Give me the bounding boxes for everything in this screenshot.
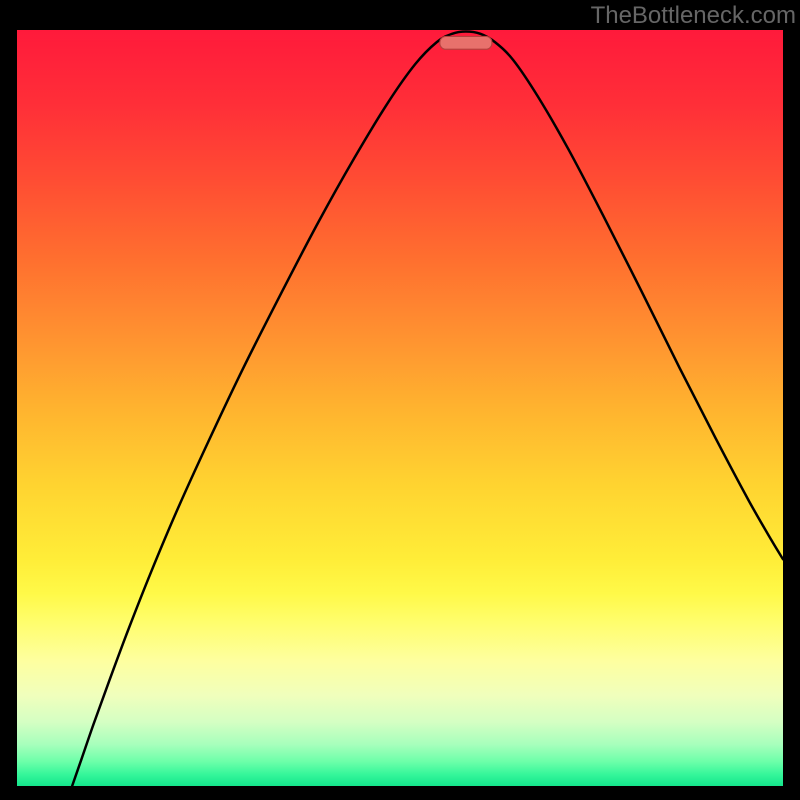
optimal-point-marker (440, 36, 492, 49)
bottleneck-chart (0, 0, 800, 800)
plot-gradient-background (17, 30, 783, 786)
watermark-text: TheBottleneck.com (591, 2, 796, 30)
